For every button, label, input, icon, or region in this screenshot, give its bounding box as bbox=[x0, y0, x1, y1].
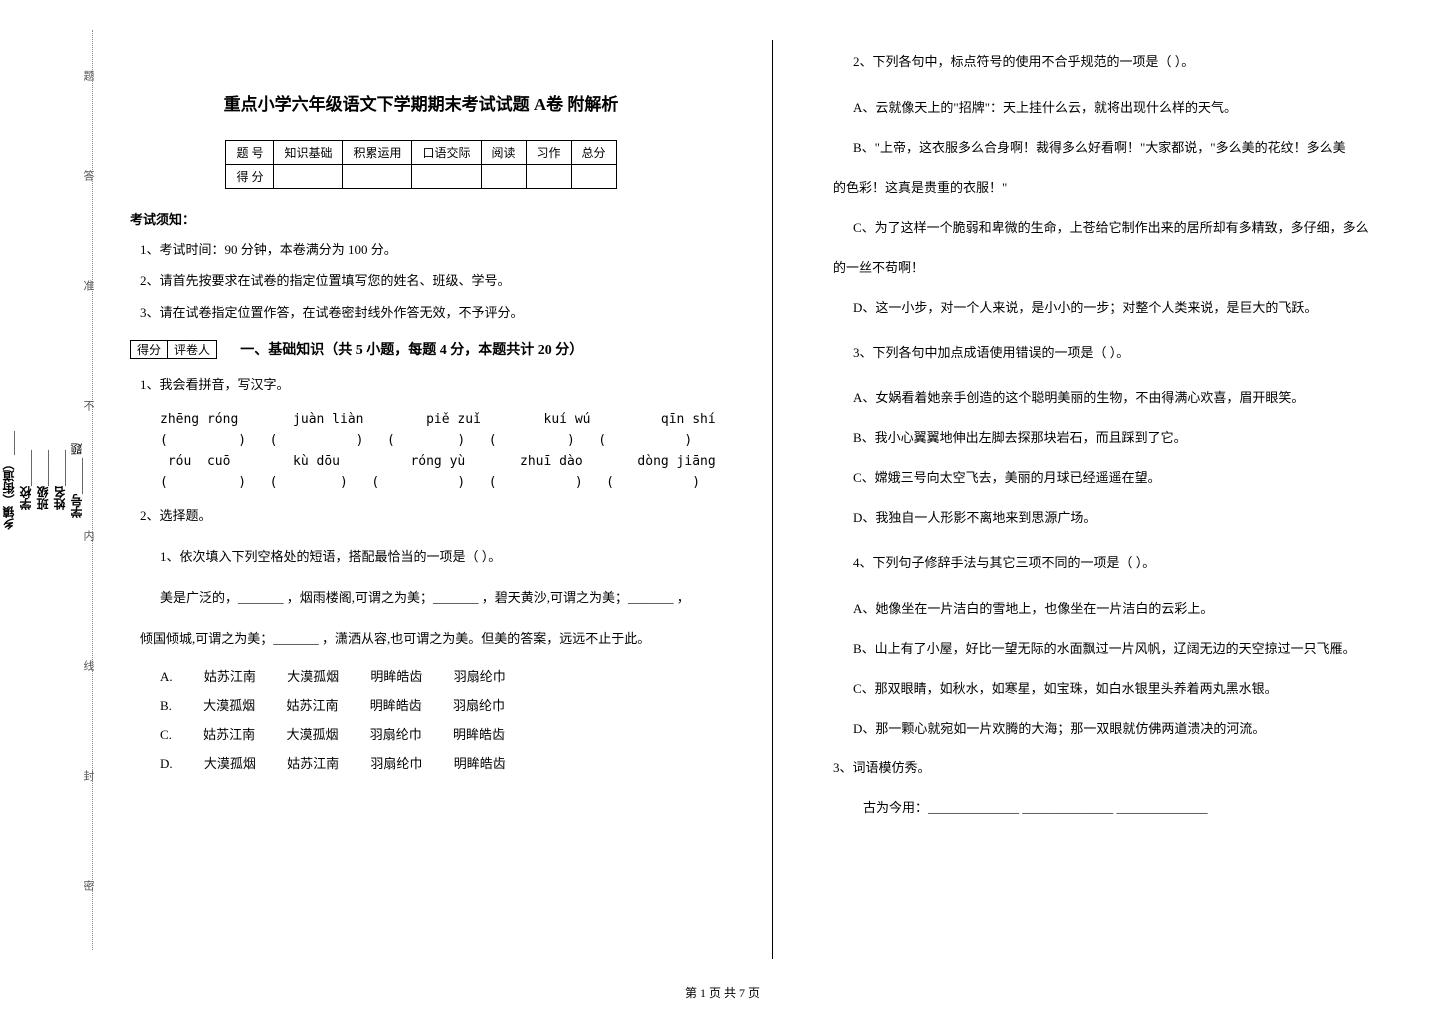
seal-char-6: 答 bbox=[80, 170, 96, 181]
th-3: 口语交际 bbox=[412, 141, 481, 165]
q2-3-b: B、我小心翼翼地伸出左脚去探那块岩石，而且踩到了它。 bbox=[853, 425, 1415, 451]
table-row: 得 分 bbox=[226, 165, 616, 189]
q2-4-d: D、那一颗心就宛如一片欢腾的大海；那一双眼就仿佛两道溃决的河流。 bbox=[853, 716, 1415, 742]
q2-4-c: C、那双眼睛，如秋水，如寒星，如宝珠，如白水银里头养着两丸黑水银。 bbox=[853, 676, 1415, 702]
column-divider bbox=[772, 40, 773, 959]
q2-2-b: B、"上帝，这衣服多么合身啊！裁得多么好看啊！"大家都说，"多么美的花纹！多么美 bbox=[853, 135, 1415, 161]
q2-1-opt-c: C. 姑苏江南 大漠孤烟 羽扇纶巾 明眸皓齿 bbox=[160, 724, 712, 743]
seal-char-4: 不 bbox=[80, 400, 96, 411]
sidebar-xuexiao: 学校______ bbox=[17, 450, 34, 510]
th-0: 题 号 bbox=[226, 141, 274, 165]
th-5: 习作 bbox=[526, 141, 571, 165]
q2-2-c: C、为了这样一个脆弱和卑微的生命，上苍给它制作出来的居所却有多精致，多仔细，多么 bbox=[853, 215, 1415, 241]
seal-dotted-line bbox=[92, 30, 93, 950]
th-1: 知识基础 bbox=[274, 141, 343, 165]
th-4: 阅读 bbox=[481, 141, 526, 165]
q2-3-d: D、我独自一人形影不离地来到思源广场。 bbox=[853, 505, 1415, 531]
notice-item-1: 1、考试时间：90 分钟，本卷满分为 100 分。 bbox=[140, 238, 712, 261]
q2-4-a: A、她像坐在一片洁白的雪地上，也像坐在一片洁白的云彩上。 bbox=[853, 596, 1415, 622]
q2-4-b: B、山上有了小屋，好比一望无际的水面飘过一片风帆，辽阔无边的天空掠过一只飞雁。 bbox=[853, 636, 1415, 662]
q2-1-opt-b: B. 大漠孤烟 姑苏江南 明眸皓齿 羽扇纶巾 bbox=[160, 695, 712, 714]
seal-char-2: 线 bbox=[80, 660, 96, 671]
sidebar-xuehaо: 学号______ 题 bbox=[68, 443, 85, 518]
score-cell: 得分 bbox=[131, 341, 168, 359]
th-6: 总分 bbox=[571, 141, 616, 165]
seal-char-0: 密 bbox=[80, 880, 96, 891]
q2-4-stem: 4、下列句子修辞手法与其它三项不同的一项是（ ）。 bbox=[853, 549, 1415, 578]
q2-3-a: A、女娲看着她亲手创造的这个聪明美丽的生物，不由得满心欢喜，眉开眼笑。 bbox=[853, 385, 1415, 411]
q2-2-stem: 2、下列各句中，标点符号的使用不合乎规范的一项是（ ）。 bbox=[853, 48, 1415, 77]
q3-line1: 古为今用：______________ ______________ _____… bbox=[863, 794, 1415, 821]
page-footer: 第 1 页 共 7 页 bbox=[0, 984, 1445, 1001]
sidebar-xingming: 姓名______ bbox=[51, 450, 68, 510]
notice-heading: 考试须知： bbox=[130, 209, 712, 228]
section-1-title: 一、基础知识（共 5 小题，每题 4 分，本题共计 20 分） bbox=[240, 339, 583, 359]
seal-char-5: 准 bbox=[80, 280, 96, 291]
q2-1-body2: 倾国倾城,可谓之为美；_______ ，潇洒从容,也可谓之为美。但美的答案，远远… bbox=[140, 625, 712, 652]
reviewer-cell: 评卷人 bbox=[168, 341, 216, 359]
q3-stem: 3、词语模仿秀。 bbox=[833, 756, 1415, 781]
q2-1-stem: 1、依次填入下列空格处的短语，搭配最恰当的一项是（ ）。 bbox=[160, 543, 712, 570]
binding-sidebar: 学号______ 题 姓名______ 班级______ 学校______ 乡镇… bbox=[35, 30, 85, 930]
seal-char-1: 封 bbox=[80, 770, 96, 781]
score-table: 题 号 知识基础 积累运用 口语交际 阅读 习作 总分 得 分 bbox=[225, 140, 616, 189]
row-label: 得 分 bbox=[226, 165, 274, 189]
q2-2-b2: 的色彩！这真是贵重的衣服！" bbox=[833, 175, 1415, 201]
table-row: 题 号 知识基础 积累运用 口语交际 阅读 习作 总分 bbox=[226, 141, 616, 165]
q1-blank-row2: ( ) ( ) ( ) ( ) ( ) bbox=[160, 475, 712, 490]
seal-char-7: 题 bbox=[80, 70, 96, 81]
sidebar-banji: 班级______ bbox=[34, 450, 51, 510]
q2-1-body: 美是广泛的，_______ ，烟雨楼阁,可谓之为美；_______ ，碧天黄沙,… bbox=[160, 584, 712, 611]
q2-2-c2: 的一丝不苟啊！ bbox=[833, 255, 1415, 281]
sidebar-xiangzhen: 乡镇（街道） ____ bbox=[0, 431, 17, 530]
q1-pinyin-row1: zhēng róng juàn liàn piě zuǐ kuí wú qīn … bbox=[160, 412, 712, 427]
q1-stem: 1、我会看拼音，写汉字。 bbox=[140, 373, 712, 398]
q2-3-stem: 3、下列各句中加点成语使用错误的一项是（ ）。 bbox=[853, 339, 1415, 368]
notice-item-2: 2、请首先按要求在试卷的指定位置填写您的姓名、班级、学号。 bbox=[140, 269, 712, 292]
th-2: 积累运用 bbox=[343, 141, 412, 165]
q2-2-a: A、云就像天上的"招牌"：天上挂什么云，就将出现什么样的天气。 bbox=[853, 95, 1415, 121]
notice-item-3: 3、请在试卷指定位置作答，在试卷密封线外作答无效，不予评分。 bbox=[140, 301, 712, 324]
score-review-box: 得分评卷人 bbox=[130, 340, 217, 359]
q2-3-c: C、嫦娥三号向太空飞去，美丽的月球已经遥遥在望。 bbox=[853, 465, 1415, 491]
q2-1-opt-a: A. 姑苏江南 大漠孤烟 明眸皓齿 羽扇纶巾 bbox=[160, 666, 712, 685]
q2-1-opt-d: D. 大漠孤烟 姑苏江南 羽扇纶巾 明眸皓齿 bbox=[160, 753, 712, 772]
page-title: 重点小学六年级语文下学期期末考试试题 A卷 附解析 bbox=[130, 90, 712, 115]
seal-char-3: 内 bbox=[80, 530, 96, 541]
q1-pinyin-row2: róu cuō kù dōu róng yù zhuī dào dòng jiā… bbox=[160, 454, 712, 469]
column-right: 2、下列各句中，标点符号的使用不合乎规范的一项是（ ）。 A、云就像天上的"招牌… bbox=[833, 30, 1415, 959]
q1-blank-row1: ( ) ( ) ( ) ( ) ( ) bbox=[160, 433, 712, 448]
q2-stem: 2、选择题。 bbox=[140, 504, 712, 529]
column-left: 重点小学六年级语文下学期期末考试试题 A卷 附解析 题 号 知识基础 积累运用 … bbox=[130, 30, 712, 959]
q2-2-d: D、这一小步，对一个人来说，是小小的一步；对整个人类来说，是巨大的飞跃。 bbox=[853, 295, 1415, 321]
